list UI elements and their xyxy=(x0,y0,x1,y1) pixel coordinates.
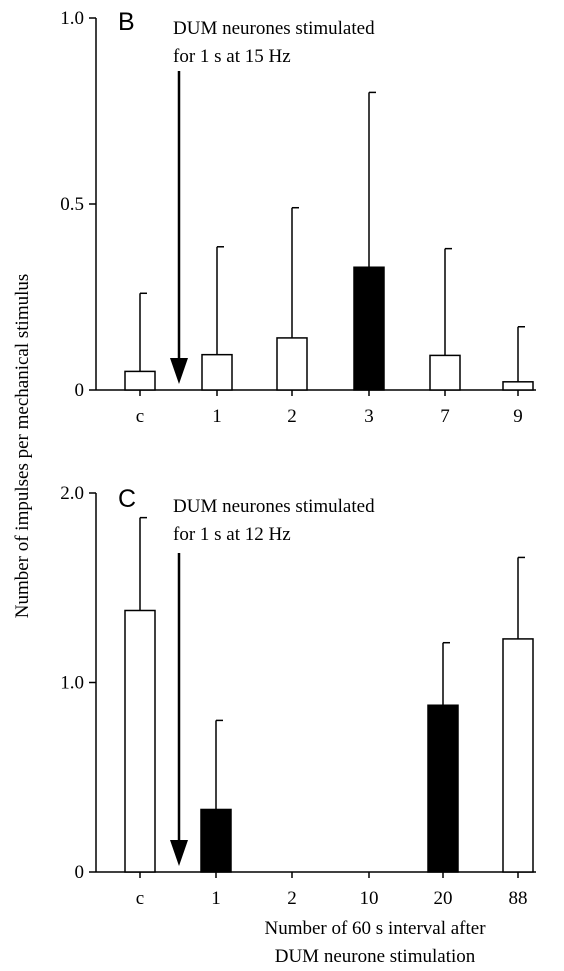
panel-c-x-tick-label: 2 xyxy=(287,888,297,909)
panel-c-x-tick-label: 1 xyxy=(211,888,221,909)
y-axis-title: Number of impulses per mechanical stimul… xyxy=(12,274,33,619)
panel-c-y-tick-label: 0 xyxy=(75,862,85,883)
panel-c-y-tick-label: 1.0 xyxy=(60,673,84,694)
panel-c-annotation-line-1: DUM neurones stimulated xyxy=(173,496,375,517)
panel-c-bar xyxy=(200,808,232,873)
panel-b-x-tick-label: c xyxy=(136,406,144,427)
panel-b: B DUM neurones stimulated for 1 s at 15 … xyxy=(60,8,536,427)
panel-c-annotation-line-2: for 1 s at 12 Hz xyxy=(173,524,291,545)
x-axis-title-line-1: Number of 60 s interval after xyxy=(264,918,486,939)
panel-c-letter: C xyxy=(118,485,136,513)
x-axis-title-line-2: DUM neurone stimulation xyxy=(275,946,476,967)
panel-b-letter: B xyxy=(118,8,135,36)
panel-b-bar xyxy=(429,354,461,391)
panel-b-bar xyxy=(124,370,156,391)
panel-b-annotation-line-1: DUM neurones stimulated xyxy=(173,18,375,39)
panel-c-x-tick-label: 20 xyxy=(434,888,453,909)
panel-b-y-tick-label: 0.5 xyxy=(60,194,84,215)
panel-c-x-tick-label: 10 xyxy=(360,888,379,909)
panel-b-x-tick-label: 2 xyxy=(287,406,297,427)
panel-b-y-tick-label: 0 xyxy=(75,380,85,401)
panel-c-bar xyxy=(502,638,534,873)
panel-c-y-tick-label: 2.0 xyxy=(60,483,84,504)
panel-c-bar xyxy=(124,609,156,873)
panel-b-bar xyxy=(276,337,308,391)
panel-c-x-tick-label: c xyxy=(136,888,144,909)
panel-c-x-tick-label: 88 xyxy=(509,888,528,909)
panel-b-annotation-line-2: for 1 s at 15 Hz xyxy=(173,46,291,67)
panel-b-x-tick-label: 7 xyxy=(440,406,450,427)
panel-b-x-tick-label: 9 xyxy=(513,406,523,427)
panel-c: C DUM neurones stimulated for 1 s at 12 … xyxy=(60,483,536,909)
panel-b-x-tick-label: 3 xyxy=(364,406,374,427)
panel-b-bar xyxy=(353,266,385,391)
panel-b-x-tick-label: 1 xyxy=(212,406,222,427)
panel-b-arrow xyxy=(170,71,188,384)
panel-b-bar xyxy=(201,353,233,391)
panel-c-arrow xyxy=(170,553,188,866)
panel-b-bar xyxy=(502,381,534,391)
panel-b-y-tick-label: 1.0 xyxy=(60,8,84,29)
panel-c-bar xyxy=(427,704,459,873)
